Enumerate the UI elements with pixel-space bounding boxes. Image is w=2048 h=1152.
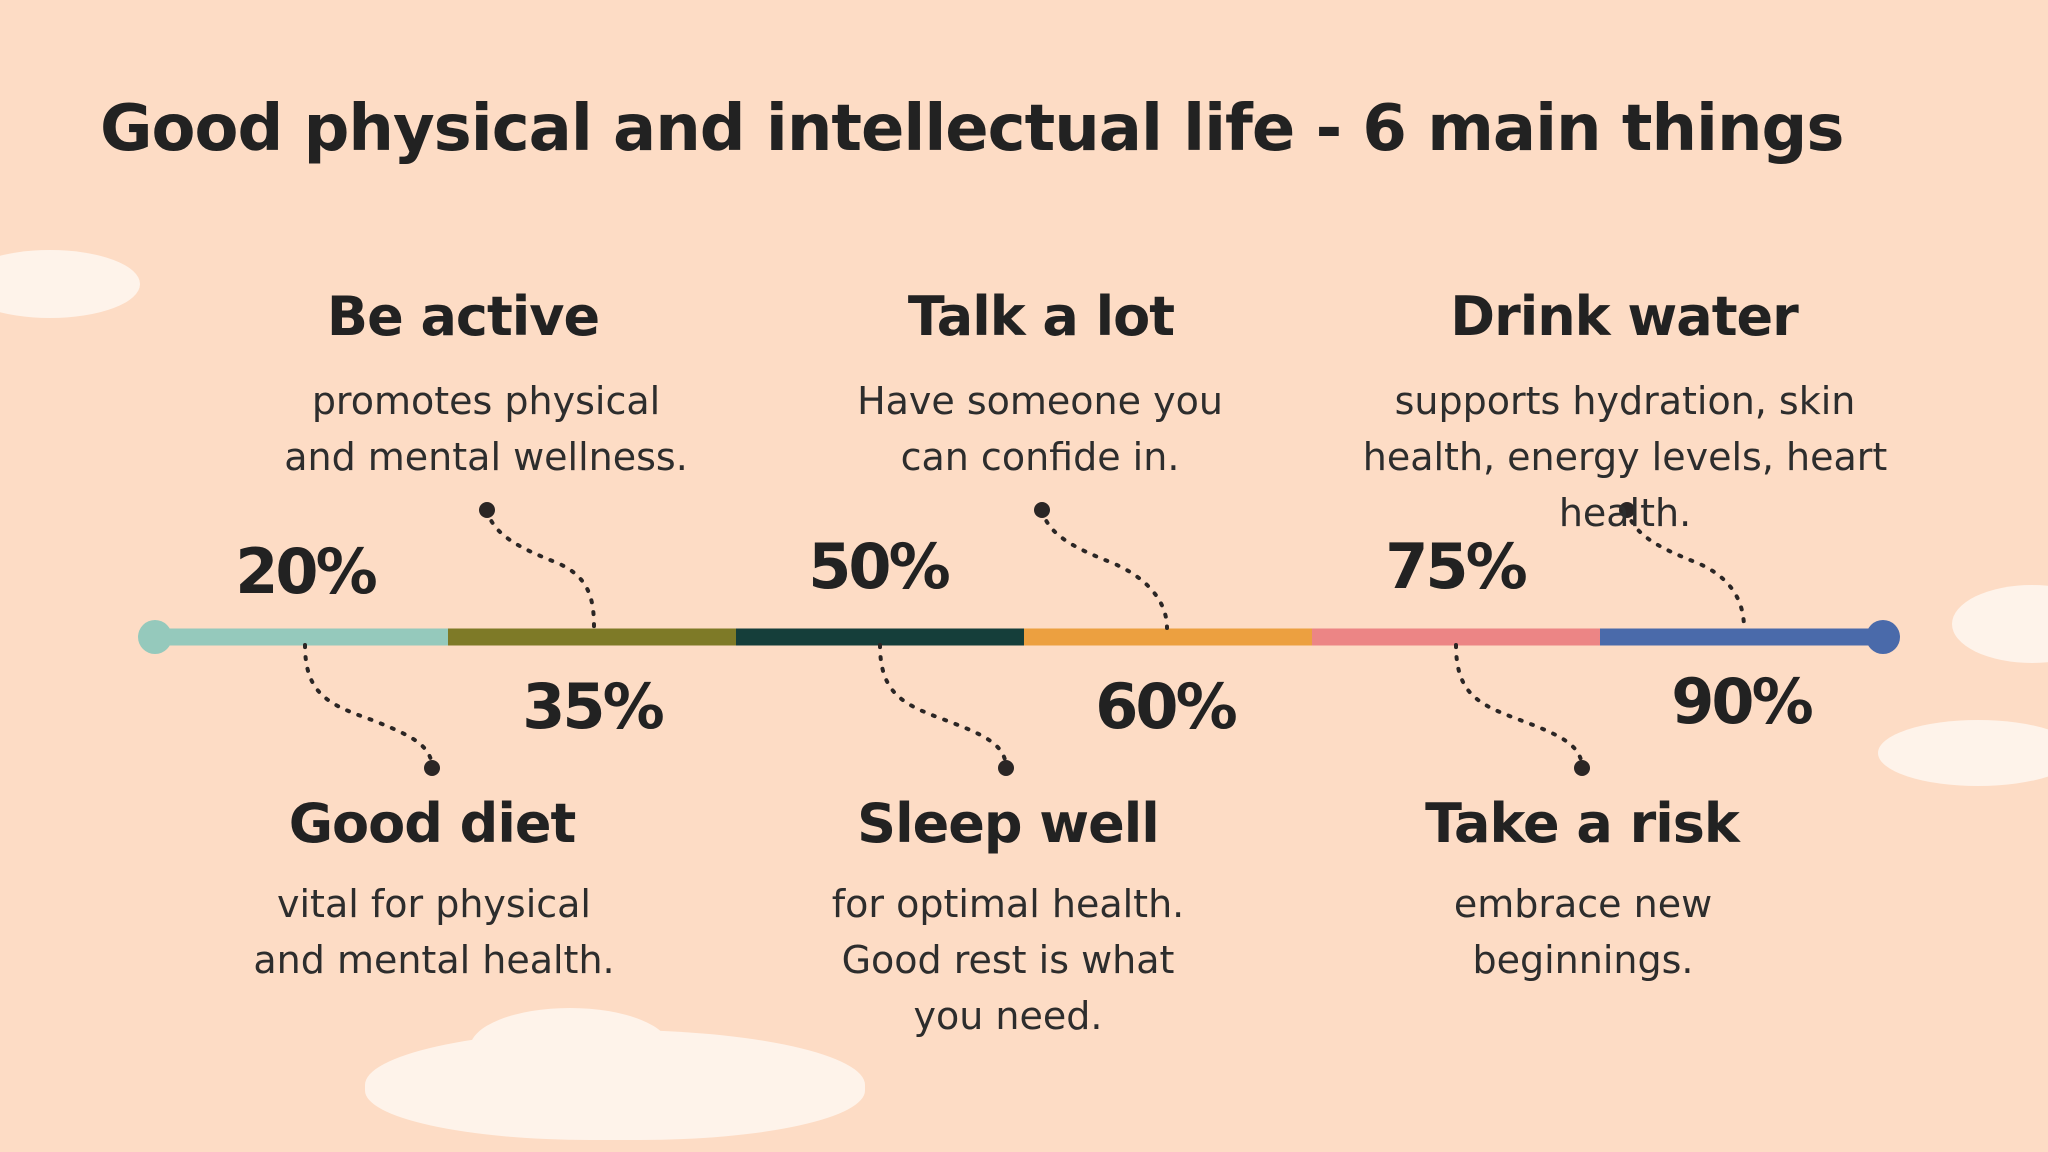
heading-talk-a-lot: Talk a lot: [907, 285, 1175, 348]
timeline-start-dot: [138, 620, 172, 654]
description-line: for optimal health.: [831, 882, 1185, 926]
description-line: Have someone you: [857, 379, 1223, 423]
description-line: supports hydration, skin: [1394, 379, 1856, 423]
connector-sleep-well: [878, 643, 1008, 770]
description-line: promotes physical: [311, 379, 661, 423]
cloud-decoration: [470, 1008, 670, 1088]
description-talk-a-lot: Have someone you can confide in.: [857, 373, 1223, 485]
cloud-decoration: [0, 250, 140, 318]
heading-sleep-well: Sleep well: [857, 792, 1160, 855]
description-take-a-risk: embrace new beginnings.: [1454, 876, 1712, 988]
description-line: and mental health.: [253, 938, 615, 982]
heading-drink-water: Drink water: [1450, 285, 1799, 348]
page-title: Good physical and intellectual life - 6 …: [100, 92, 1844, 166]
heading-be-active: Be active: [326, 285, 600, 348]
description-line: Good rest is what: [841, 938, 1175, 982]
connector-dot: [998, 760, 1014, 776]
connector-dot: [424, 760, 440, 776]
heading-good-diet: Good diet: [288, 792, 577, 855]
connector-good-diet: [303, 643, 434, 770]
connector-talk-a-lot: [1040, 508, 1169, 630]
connector-dot: [1619, 502, 1635, 518]
percent-label-good-diet: 20%: [235, 535, 377, 608]
description-line: vital for physical: [277, 882, 591, 926]
percent-label-be-active: 35%: [522, 670, 664, 743]
connector-dot: [479, 502, 495, 518]
description-line: embrace new: [1453, 882, 1713, 926]
connector-dots: [424, 502, 1635, 776]
connectors: [303, 508, 1746, 770]
percent-label-drink-water: 90%: [1671, 665, 1813, 738]
description-line: can confide in.: [900, 435, 1180, 479]
heading-take-a-risk: Take a risk: [1425, 792, 1740, 855]
connector-dot: [1574, 760, 1590, 776]
description-drink-water: supports hydration, skin health, energy …: [1363, 373, 1888, 541]
description-be-active: promotes physical and mental wellness.: [284, 373, 688, 485]
description-good-diet: vital for physical and mental health.: [253, 876, 614, 988]
percent-label-take-a-risk: 75%: [1385, 530, 1527, 603]
description-line: you need.: [913, 994, 1103, 1038]
percent-label-sleep-well: 50%: [808, 530, 950, 603]
description-line: and mental wellness.: [284, 435, 688, 479]
cloud-decoration: [1878, 720, 2048, 786]
description-sleep-well: for optimal health. Good rest is what yo…: [832, 876, 1184, 1044]
connector-dot: [1034, 502, 1050, 518]
percent-label-talk-a-lot: 60%: [1095, 670, 1237, 743]
description-line: beginnings.: [1472, 938, 1694, 982]
timeline-end-dot: [1866, 620, 1900, 654]
connector-take-a-risk: [1454, 643, 1584, 770]
description-line: health, energy levels, heart: [1362, 435, 1888, 479]
connector-drink-water: [1625, 508, 1746, 630]
description-line: health.: [1558, 491, 1692, 535]
connector-be-active: [485, 508, 596, 630]
